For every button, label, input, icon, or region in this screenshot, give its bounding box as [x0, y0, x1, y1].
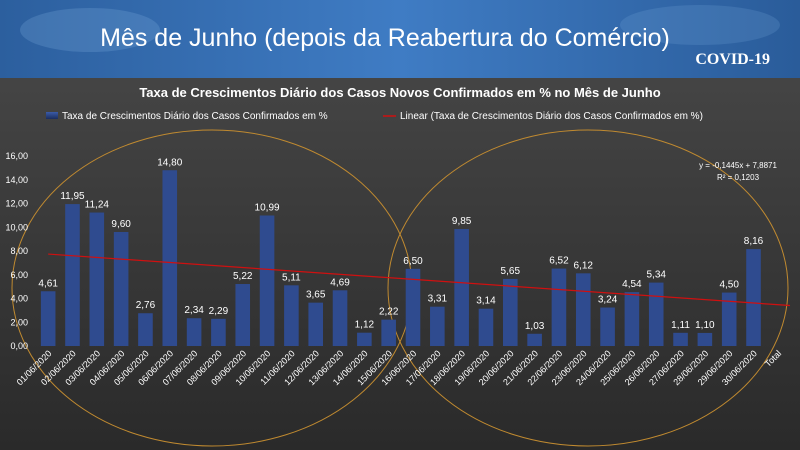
value-label: 3,65 — [306, 290, 326, 301]
bar — [478, 308, 494, 346]
bar — [575, 273, 591, 346]
value-label: 1,12 — [355, 320, 375, 331]
value-label: 4,61 — [38, 278, 58, 289]
bar — [430, 306, 445, 346]
trend-r2: R² = 0,1203 — [717, 173, 760, 182]
bar — [551, 268, 567, 346]
bar — [332, 290, 348, 346]
value-label: 5,11 — [282, 272, 301, 283]
y-tick-label: 0,00 — [10, 341, 28, 351]
value-label: 14,80 — [157, 157, 182, 168]
value-label: 3,14 — [476, 296, 496, 307]
value-label: 5,22 — [233, 271, 253, 282]
value-label: 6,50 — [403, 256, 423, 267]
trend-equation: y = -0,1445x + 7,8871 — [699, 161, 777, 170]
value-label: 9,85 — [452, 216, 472, 227]
value-label: 6,12 — [574, 260, 594, 271]
value-label: 2,76 — [136, 300, 156, 311]
legend-label: Taxa de Crescimentos Diário dos Casos Co… — [62, 111, 328, 122]
y-tick-label: 10,00 — [5, 222, 28, 232]
value-label: 2,34 — [184, 305, 204, 316]
bar — [502, 278, 518, 346]
bar — [138, 313, 153, 346]
value-label: 2,29 — [209, 306, 229, 317]
map-shape — [620, 5, 780, 45]
bar — [308, 302, 324, 346]
bar — [381, 319, 396, 346]
value-label: 1,03 — [525, 321, 545, 332]
value-label: 5,34 — [646, 270, 666, 281]
legend-label: Linear (Taxa de Crescimentos Diário dos … — [400, 111, 703, 122]
value-label: 3,31 — [428, 294, 448, 305]
value-label: 2,22 — [379, 307, 399, 318]
bar — [673, 332, 688, 346]
y-tick-label: 2,00 — [10, 317, 28, 327]
value-label: 4,54 — [622, 279, 642, 290]
bar — [600, 307, 615, 346]
value-label: 4,50 — [719, 280, 739, 291]
bar — [113, 232, 129, 346]
bar — [697, 332, 713, 346]
value-label: 11,24 — [85, 200, 110, 211]
value-label: 1,10 — [695, 320, 715, 331]
bar — [357, 332, 372, 346]
badge: COVID-19 — [695, 51, 770, 68]
bar — [624, 292, 640, 346]
value-label: 8,16 — [744, 236, 764, 247]
y-tick-label: 8,00 — [10, 246, 28, 256]
value-label: 11,95 — [60, 191, 85, 202]
bar — [527, 333, 542, 346]
bar — [211, 318, 226, 346]
chart-title: Taxa de Crescimentos Diário dos Casos No… — [139, 85, 660, 100]
value-label: 5,65 — [501, 266, 521, 277]
bar — [648, 282, 664, 346]
trend-line — [48, 253, 791, 307]
highlight-ellipse — [387, 129, 789, 447]
y-tick-label: 4,00 — [10, 294, 28, 304]
header-title: Mês de Junho (depois da Reabertura do Co… — [100, 24, 670, 52]
value-label: 9,60 — [111, 219, 131, 230]
bar — [746, 249, 761, 346]
y-tick-label: 6,00 — [10, 270, 28, 280]
bar — [454, 229, 469, 346]
bar — [405, 268, 421, 346]
bar — [89, 212, 105, 346]
bar — [162, 170, 178, 346]
header-band — [0, 0, 800, 78]
bar — [65, 204, 80, 346]
value-label: 3,24 — [598, 295, 618, 306]
bar — [186, 318, 202, 346]
map-shape — [20, 8, 160, 52]
y-tick-label: 14,00 — [5, 175, 28, 185]
bar — [284, 285, 299, 346]
value-label: 6,52 — [549, 256, 569, 267]
y-tick-label: 16,00 — [5, 151, 28, 161]
y-tick-label: 12,00 — [5, 199, 28, 209]
bar — [235, 284, 251, 346]
value-label: 10,99 — [255, 202, 280, 213]
legend-swatch — [46, 112, 58, 119]
value-label: 4,69 — [330, 277, 350, 288]
value-label: 1,11 — [671, 320, 690, 331]
bar — [259, 215, 275, 346]
bar — [40, 291, 56, 346]
bar — [721, 292, 737, 346]
